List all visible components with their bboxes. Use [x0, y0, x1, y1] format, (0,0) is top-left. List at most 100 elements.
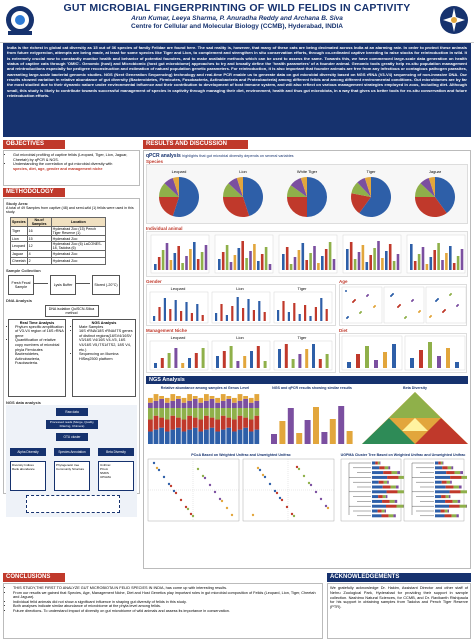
bar [161, 250, 165, 270]
bar [365, 262, 369, 270]
stacked-segment [192, 408, 198, 418]
tree-bar [372, 499, 383, 503]
bar [312, 344, 315, 368]
pie-slice [287, 185, 307, 197]
bar [321, 256, 324, 270]
panel-frame [273, 340, 333, 371]
bar [284, 344, 288, 368]
poster-affiliation: Centre for Cellular and Molecular Biolog… [131, 23, 343, 30]
niche-label: Management Niche [146, 328, 188, 333]
stacked-segment [237, 415, 243, 430]
tree-bar [388, 466, 391, 470]
bar [309, 316, 312, 321]
stacked-segment [148, 419, 153, 432]
beta-title: Beta Diversity [403, 386, 427, 390]
gender-group-label: Lion [236, 286, 244, 291]
stacked-segment [209, 408, 215, 418]
bar [237, 248, 241, 270]
workflow-subbox: Diversity Indices Rank abundance [10, 460, 46, 491]
stacked-segment [243, 396, 248, 399]
bar [220, 304, 223, 321]
workflow-item: Diversity Indices [12, 462, 34, 467]
age-scatter-svg [341, 286, 467, 324]
objectives-heading: OBJECTIVES [3, 140, 65, 149]
pcoa-point [319, 497, 323, 501]
bar [417, 254, 421, 270]
pcoa-point [256, 466, 260, 470]
poster-header: GUT MICROBIAL FINGERPRINTING OF WILD FEL… [0, 0, 474, 43]
tree-bar [446, 480, 451, 484]
stacked-segment [232, 408, 237, 420]
tree-bar [372, 480, 379, 484]
pie-slice [223, 197, 250, 217]
pcoa-point [174, 491, 178, 495]
bar [229, 262, 233, 270]
scatter-point [347, 316, 349, 318]
bar [233, 255, 237, 270]
bar [282, 301, 285, 321]
panel-frame [242, 458, 335, 522]
pcoa-point [278, 496, 282, 500]
tree-bar [383, 480, 388, 484]
pcoa-point [307, 481, 311, 485]
tree-bar [435, 504, 449, 508]
stacked-segment [248, 408, 254, 420]
bar [218, 259, 221, 270]
stacked-segment [170, 400, 176, 408]
species-pie-charts: Leopard Lion White Tiger Tiger Jaguar [159, 169, 456, 217]
pcoa-point [220, 499, 224, 503]
poster-authors: Arun Kumar, Leeya Sharma, P. Anuradha Re… [131, 15, 343, 22]
scatter-point [444, 309, 446, 311]
tree-bar [372, 495, 379, 499]
tree-bar [394, 499, 398, 503]
tree-bar [372, 485, 383, 489]
bar [236, 361, 240, 368]
tree-bar [378, 480, 384, 484]
niche-group-label: Leopard [171, 335, 186, 340]
bar [298, 314, 301, 321]
stacked-segment [153, 429, 159, 444]
realtime-item: Phylum specific amplification of V3-V4 r… [15, 325, 64, 339]
table-row: Leopard 12 Hyderabad Zoo (6) LaCONES-18, T… [10, 241, 107, 252]
bar [318, 359, 322, 368]
upgma-title: UGPMA Cluster Tree Based on Weighted Uni… [340, 453, 466, 457]
sample-collection-label: Sample Collection [6, 267, 41, 273]
results-box: qPCR analysis highlights that gut microb… [143, 150, 473, 569]
objectives-box: Gut microbial profiling of captive felid… [3, 150, 140, 186]
bar [321, 432, 328, 444]
workflow-item: UPGMA [100, 474, 112, 479]
bar [329, 419, 336, 444]
stacked-segment [254, 394, 260, 401]
tree-bar [372, 514, 382, 518]
stacked-segment [254, 429, 260, 444]
bar [260, 254, 264, 270]
bar [419, 350, 423, 368]
dna-isolation-box: DNA isolation QuiSCN-Silica method [44, 304, 99, 317]
bar [196, 304, 199, 321]
methodology-box: Study Area: A total of 49 Samples from c… [3, 198, 140, 517]
bar [437, 243, 440, 270]
bar [258, 301, 261, 321]
tree-bar [447, 466, 452, 470]
panel-frame [403, 458, 465, 522]
tree-bar [435, 480, 442, 484]
realtime-title: Real Time Analysis [19, 320, 55, 325]
tree-bar [452, 499, 458, 503]
stacked-segment [226, 396, 232, 399]
tree-bar [435, 495, 442, 499]
pie-slice [415, 197, 447, 217]
flow-step: Stored (-20°C) [92, 274, 120, 295]
tree-bar [445, 485, 454, 489]
stacked-segment [220, 408, 226, 416]
scatter-point [437, 298, 439, 300]
stacked-segment [187, 394, 192, 401]
tree-bar [372, 461, 376, 465]
bar [455, 362, 459, 368]
stacked-segment [181, 419, 187, 432]
tree-bar [379, 461, 381, 465]
pie-slice [300, 177, 307, 197]
pcoa-point [208, 483, 212, 487]
pie-slice [428, 177, 435, 197]
stacked-segment [209, 427, 215, 444]
pcoa-point [326, 506, 330, 510]
